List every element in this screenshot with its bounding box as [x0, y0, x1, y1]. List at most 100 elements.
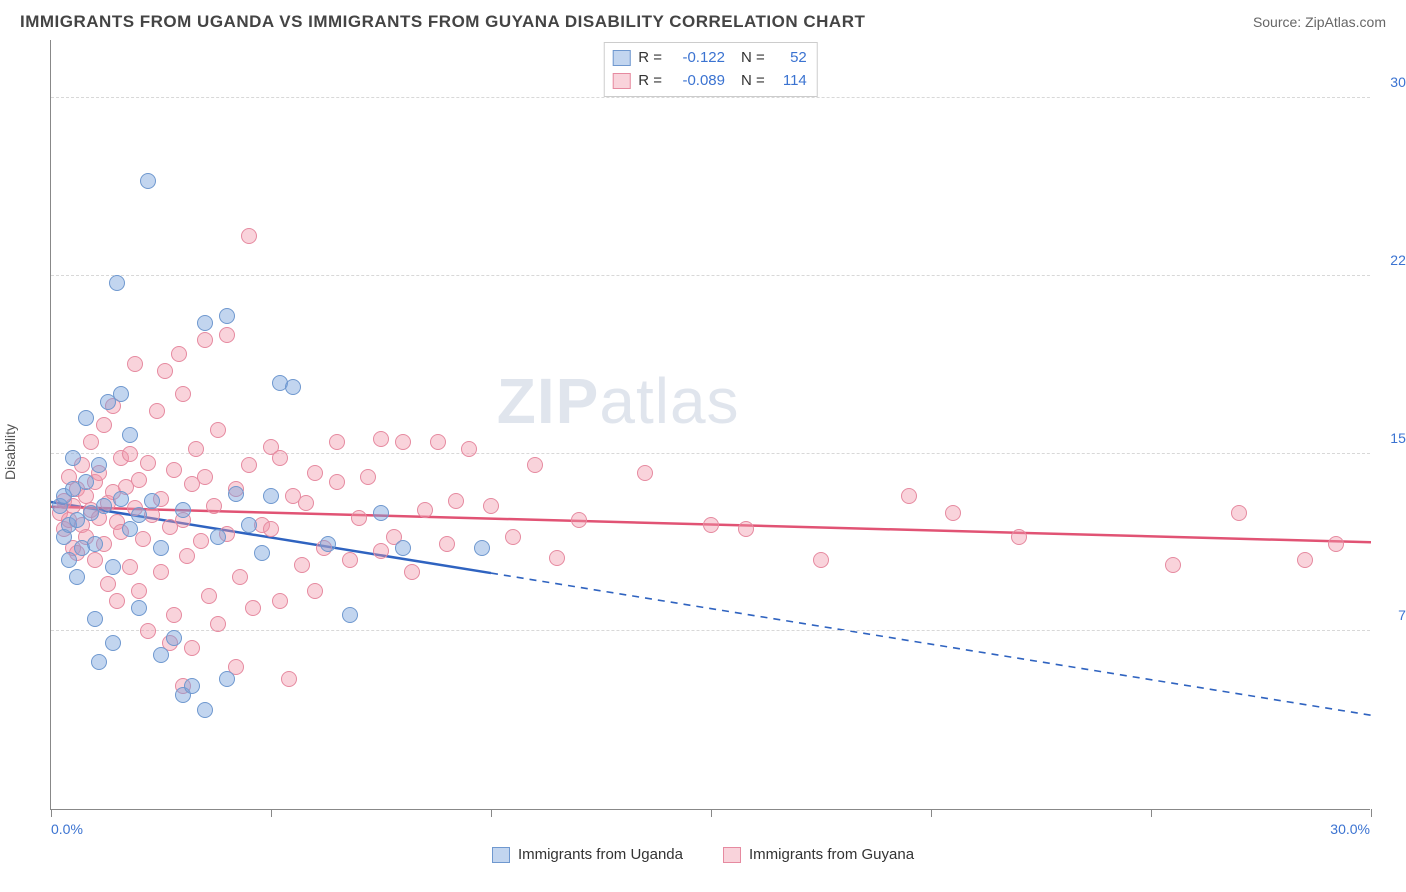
scatter-point-uganda [474, 540, 490, 556]
scatter-point-guyana [245, 600, 261, 616]
x-start-label: 0.0% [51, 821, 83, 837]
y-tick-label: 30.0% [1390, 74, 1406, 90]
scatter-point-guyana [945, 505, 961, 521]
scatter-point-guyana [109, 593, 125, 609]
y-tick-label: 7.5% [1398, 607, 1406, 623]
scatter-point-guyana [360, 469, 376, 485]
scatter-point-guyana [307, 583, 323, 599]
scatter-point-guyana [127, 356, 143, 372]
scatter-point-guyana [1328, 536, 1344, 552]
scatter-point-uganda [131, 600, 147, 616]
trendline-uganda-dashed [491, 573, 1371, 715]
scatter-point-uganda [144, 493, 160, 509]
scatter-point-guyana [206, 498, 222, 514]
scatter-point-guyana [294, 557, 310, 573]
stat-r-label: R = [638, 70, 662, 93]
legend-bottom: Immigrants from Uganda Immigrants from Gu… [20, 846, 1386, 863]
scatter-point-uganda [122, 521, 138, 537]
stat-r-label: R = [638, 47, 662, 70]
scatter-point-guyana [1011, 529, 1027, 545]
stats-legend-box: R = -0.122 N = 52 R = -0.089 N = 114 [603, 42, 818, 97]
legend-item-guyana: Immigrants from Guyana [723, 846, 914, 863]
scatter-point-guyana [448, 493, 464, 509]
x-tick [1151, 809, 1152, 817]
scatter-point-guyana [738, 521, 754, 537]
scatter-point-guyana [272, 450, 288, 466]
gridline-h [51, 275, 1370, 276]
y-tick-label: 15.0% [1390, 430, 1406, 446]
stat-n-value: 52 [773, 47, 807, 70]
scatter-point-uganda [197, 315, 213, 331]
scatter-point-uganda [228, 486, 244, 502]
stat-n-label: N = [741, 70, 765, 93]
scatter-point-guyana [210, 422, 226, 438]
scatter-point-guyana [96, 417, 112, 433]
scatter-point-guyana [153, 564, 169, 580]
scatter-point-guyana [505, 529, 521, 545]
scatter-point-guyana [307, 465, 323, 481]
scatter-point-guyana [122, 446, 138, 462]
watermark: ZIPatlas [497, 364, 740, 438]
stat-r-value: -0.089 [670, 70, 725, 93]
gridline-h [51, 630, 1370, 631]
scatter-point-uganda [219, 671, 235, 687]
scatter-point-guyana [1231, 505, 1247, 521]
scatter-point-uganda [78, 474, 94, 490]
scatter-plot: ZIPatlas R =-0.122N =52R =-0.089N =114 7… [50, 40, 1370, 810]
scatter-point-uganda [175, 502, 191, 518]
scatter-point-uganda [254, 545, 270, 561]
scatter-point-uganda [113, 386, 129, 402]
scatter-point-guyana [131, 583, 147, 599]
stats-row-guyana: R = -0.089 N = 114 [612, 70, 807, 93]
stat-n-label: N = [741, 47, 765, 70]
scatter-point-guyana [329, 474, 345, 490]
scatter-point-uganda [166, 630, 182, 646]
source-line: Source: ZipAtlas.com [1253, 14, 1386, 30]
scatter-point-guyana [637, 465, 653, 481]
legend-item-uganda: Immigrants from Uganda [492, 846, 683, 863]
scatter-point-guyana [272, 593, 288, 609]
scatter-point-guyana [131, 472, 147, 488]
swatch-uganda [612, 50, 630, 66]
scatter-point-guyana [483, 498, 499, 514]
scatter-point-guyana [149, 403, 165, 419]
scatter-point-guyana [179, 548, 195, 564]
y-tick-label: 22.5% [1390, 252, 1406, 268]
scatter-point-guyana [171, 346, 187, 362]
scatter-point-guyana [140, 623, 156, 639]
trend-lines [51, 40, 1371, 810]
scatter-point-uganda [105, 559, 121, 575]
scatter-point-guyana [1165, 557, 1181, 573]
scatter-point-guyana [197, 469, 213, 485]
scatter-point-uganda [373, 505, 389, 521]
scatter-point-uganda [210, 529, 226, 545]
x-tick [51, 809, 52, 817]
scatter-point-uganda [241, 517, 257, 533]
scatter-point-guyana [140, 455, 156, 471]
scatter-point-uganda [131, 507, 147, 523]
legend-label: Immigrants from Uganda [518, 846, 683, 863]
scatter-point-guyana [241, 228, 257, 244]
source-prefix: Source: [1253, 14, 1305, 30]
gridline-h [51, 97, 1370, 98]
scatter-point-guyana [232, 569, 248, 585]
x-tick [711, 809, 712, 817]
scatter-point-uganda [197, 702, 213, 718]
stat-r-value: -0.122 [670, 47, 725, 70]
x-tick [491, 809, 492, 817]
watermark-light: atlas [599, 365, 739, 437]
scatter-point-guyana [298, 495, 314, 511]
scatter-point-guyana [395, 434, 411, 450]
x-tick [931, 809, 932, 817]
scatter-point-guyana [184, 640, 200, 656]
scatter-point-guyana [241, 457, 257, 473]
swatch-guyana [612, 73, 630, 89]
scatter-point-uganda [320, 536, 336, 552]
x-tick [1371, 809, 1372, 817]
scatter-point-guyana [813, 552, 829, 568]
scatter-point-uganda [342, 607, 358, 623]
scatter-point-guyana [210, 616, 226, 632]
legend-swatch-uganda [492, 847, 510, 863]
scatter-point-guyana [188, 441, 204, 457]
stat-n-value: 114 [773, 70, 807, 93]
